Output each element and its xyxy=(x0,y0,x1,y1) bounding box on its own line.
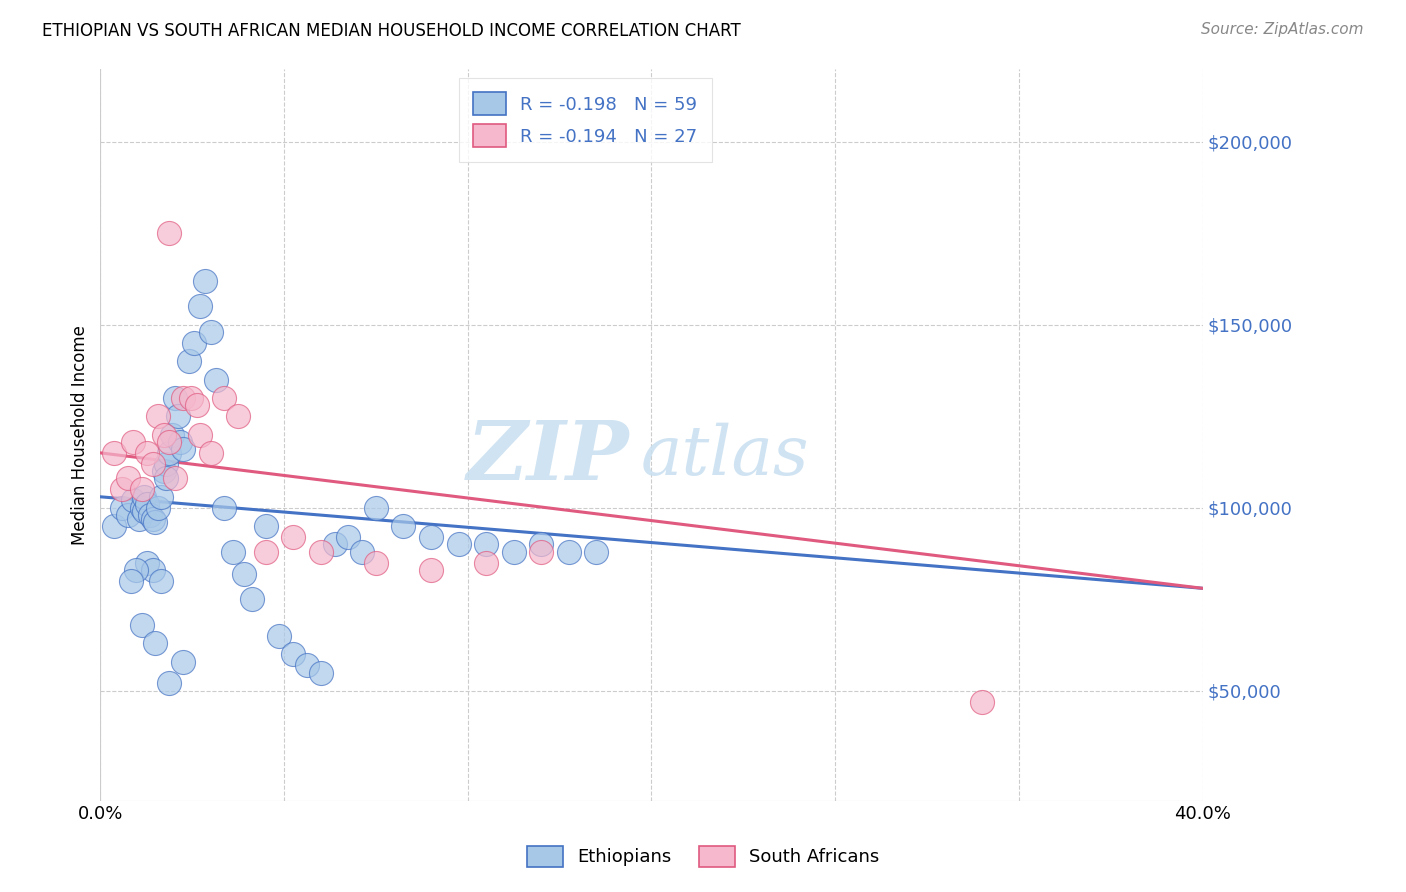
Point xyxy=(136,556,159,570)
Point xyxy=(200,325,222,339)
Text: atlas: atlas xyxy=(641,423,808,490)
Point xyxy=(558,545,581,559)
Point xyxy=(214,391,236,405)
Point xyxy=(122,434,145,449)
Point xyxy=(152,427,174,442)
Point xyxy=(309,665,332,680)
Point xyxy=(157,446,180,460)
Point xyxy=(420,563,443,577)
Point xyxy=(205,373,228,387)
Point xyxy=(157,676,180,690)
Point xyxy=(232,566,254,581)
Point xyxy=(420,530,443,544)
Point xyxy=(475,556,498,570)
Point xyxy=(148,500,170,515)
Point xyxy=(283,647,305,661)
Point xyxy=(172,442,194,457)
Point xyxy=(254,519,277,533)
Point xyxy=(530,545,553,559)
Point xyxy=(240,592,263,607)
Point xyxy=(145,636,167,650)
Point xyxy=(111,483,134,497)
Point xyxy=(149,574,172,588)
Point xyxy=(134,504,156,518)
Point xyxy=(530,537,553,551)
Point xyxy=(194,274,217,288)
Point xyxy=(145,516,167,530)
Point xyxy=(186,398,208,412)
Point xyxy=(221,545,243,559)
Point xyxy=(157,434,180,449)
Point xyxy=(283,530,305,544)
Text: ZIP: ZIP xyxy=(467,417,630,497)
Point xyxy=(475,537,498,551)
Point xyxy=(166,409,188,424)
Point xyxy=(214,500,236,515)
Point xyxy=(188,300,211,314)
Point xyxy=(172,655,194,669)
Point xyxy=(149,490,172,504)
Legend: Ethiopians, South Africans: Ethiopians, South Africans xyxy=(519,838,887,874)
Point xyxy=(117,471,139,485)
Point xyxy=(148,409,170,424)
Point xyxy=(323,537,346,551)
Point xyxy=(163,471,186,485)
Point xyxy=(172,391,194,405)
Point xyxy=(131,618,153,632)
Point xyxy=(131,483,153,497)
Point xyxy=(125,563,148,577)
Point xyxy=(364,500,387,515)
Point xyxy=(972,695,994,709)
Point xyxy=(309,545,332,559)
Point xyxy=(364,556,387,570)
Point xyxy=(136,497,159,511)
Point xyxy=(155,471,177,485)
Point xyxy=(134,490,156,504)
Point xyxy=(295,658,318,673)
Point xyxy=(160,427,183,442)
Point xyxy=(128,512,150,526)
Point xyxy=(142,563,165,577)
Point xyxy=(120,574,142,588)
Point xyxy=(142,512,165,526)
Point xyxy=(180,391,202,405)
Point xyxy=(103,519,125,533)
Point xyxy=(337,530,360,544)
Point xyxy=(254,545,277,559)
Point xyxy=(447,537,470,551)
Text: Source: ZipAtlas.com: Source: ZipAtlas.com xyxy=(1201,22,1364,37)
Point xyxy=(502,545,524,559)
Point xyxy=(136,446,159,460)
Point xyxy=(183,336,205,351)
Point xyxy=(585,545,607,559)
Point xyxy=(139,508,162,522)
Point xyxy=(226,409,249,424)
Y-axis label: Median Household Income: Median Household Income xyxy=(72,325,89,544)
Text: ETHIOPIAN VS SOUTH AFRICAN MEDIAN HOUSEHOLD INCOME CORRELATION CHART: ETHIOPIAN VS SOUTH AFRICAN MEDIAN HOUSEH… xyxy=(42,22,741,40)
Point xyxy=(169,434,191,449)
Point xyxy=(152,464,174,478)
Point xyxy=(392,519,415,533)
Point xyxy=(103,446,125,460)
Point xyxy=(131,500,153,515)
Point xyxy=(111,500,134,515)
Point xyxy=(142,457,165,471)
Point xyxy=(177,354,200,368)
Point xyxy=(163,391,186,405)
Point xyxy=(200,446,222,460)
Point xyxy=(269,629,291,643)
Point xyxy=(157,226,180,240)
Point xyxy=(122,493,145,508)
Point xyxy=(352,545,374,559)
Point xyxy=(117,508,139,522)
Point xyxy=(155,457,177,471)
Legend: R = -0.198   N = 59, R = -0.194   N = 27: R = -0.198 N = 59, R = -0.194 N = 27 xyxy=(458,78,711,161)
Point xyxy=(188,427,211,442)
